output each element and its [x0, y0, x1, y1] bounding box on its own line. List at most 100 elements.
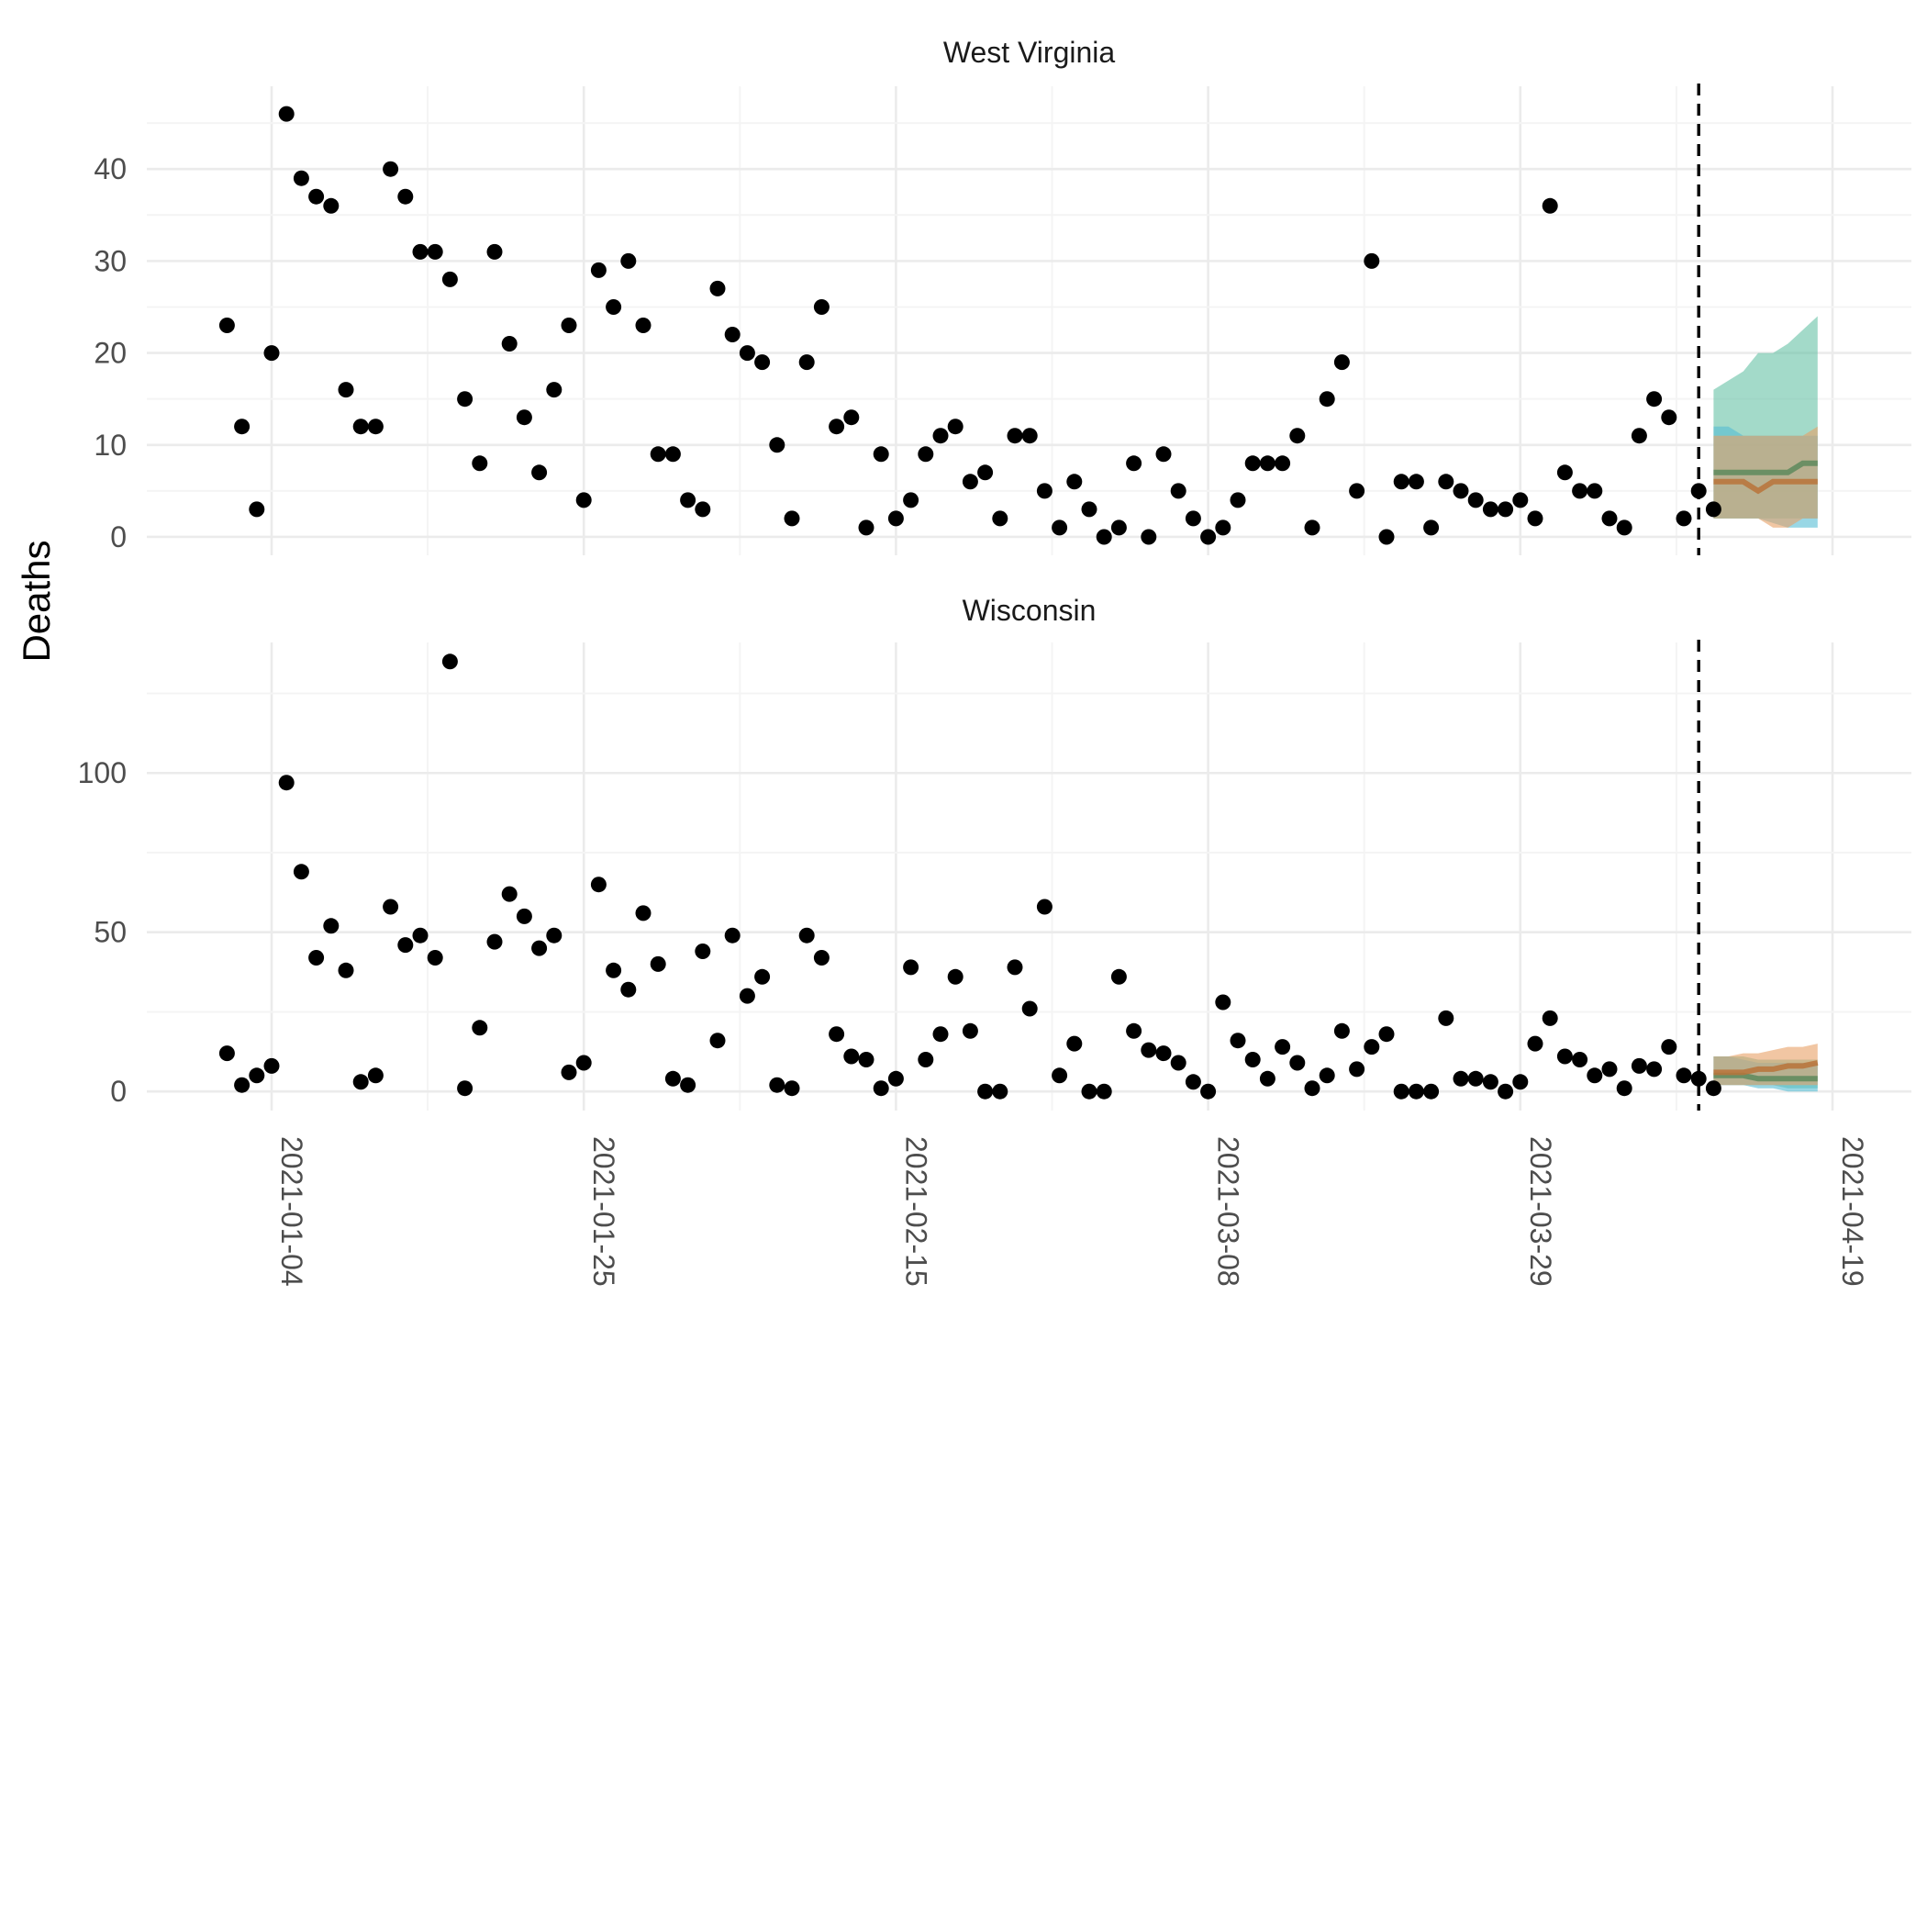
data-point: [531, 464, 548, 481]
data-point: [1556, 1048, 1573, 1065]
x-tick-label: 2021-04-19: [1836, 1136, 1869, 1287]
data-point: [516, 409, 532, 426]
data-point: [1676, 1067, 1692, 1084]
data-point: [606, 299, 622, 315]
data-point: [308, 950, 325, 966]
data-point: [1244, 1052, 1261, 1067]
data-point: [412, 243, 429, 260]
data-point: [1185, 1074, 1201, 1090]
data-point: [1482, 1074, 1498, 1090]
data-point: [1141, 1042, 1157, 1058]
data-point: [1661, 1039, 1677, 1055]
data-point: [620, 981, 637, 998]
data-point: [1467, 1070, 1484, 1087]
data-point: [903, 492, 919, 508]
data-point: [769, 437, 785, 453]
data-point: [1661, 409, 1677, 426]
y-tick-label: 0: [110, 1075, 127, 1108]
data-point: [1170, 483, 1186, 499]
data-point: [1319, 391, 1335, 408]
data-point: [1126, 455, 1142, 472]
data-point: [992, 510, 1008, 527]
data-point: [695, 944, 711, 959]
forecast-median-line-0: [1713, 1072, 1818, 1082]
data-point: [561, 1064, 577, 1080]
data-point: [843, 1048, 860, 1065]
data-point: [249, 1067, 265, 1084]
data-point: [1096, 1083, 1112, 1100]
data-point: [531, 940, 548, 956]
data-point: [1646, 391, 1663, 408]
data-point: [813, 299, 830, 315]
data-point: [1631, 1057, 1647, 1074]
data-point: [1036, 899, 1053, 915]
data-point: [1646, 1061, 1663, 1078]
data-point: [1542, 1010, 1558, 1026]
data-point: [218, 1045, 235, 1062]
data-point: [1155, 1045, 1172, 1062]
data-point: [397, 937, 414, 954]
data-point: [1453, 1070, 1469, 1087]
data-point: [873, 446, 889, 463]
data-point: [1244, 455, 1261, 472]
data-point: [472, 1020, 488, 1036]
data-point: [620, 252, 637, 269]
data-point: [1333, 354, 1350, 371]
data-point: [932, 1026, 949, 1043]
data-point: [1556, 464, 1573, 481]
data-point: [695, 501, 711, 518]
data-point: [263, 1057, 280, 1074]
data-point: [1616, 519, 1632, 536]
data-point: [1393, 474, 1409, 490]
data-point: [278, 775, 295, 791]
data-point: [1007, 428, 1023, 444]
data-point: [1259, 1070, 1275, 1087]
data-point: [1601, 510, 1618, 527]
data-point: [293, 170, 309, 186]
data-point: [1482, 501, 1498, 518]
data-point: [1081, 501, 1097, 518]
data-point: [606, 962, 622, 978]
y-tick-label: 20: [94, 337, 127, 370]
data-point: [1498, 501, 1514, 518]
data-point: [516, 908, 532, 924]
data-point: [843, 409, 860, 426]
panel-0: West Virginia 0 10 20 30 40: [94, 36, 1911, 555]
data-point: [1215, 519, 1231, 536]
data-point: [1631, 428, 1647, 444]
data-point: [1275, 1039, 1291, 1055]
y-tick-label: 40: [94, 152, 127, 185]
data-point: [724, 327, 741, 342]
data-point: [932, 428, 949, 444]
data-point: [1423, 1083, 1440, 1100]
data-point: [1349, 483, 1365, 499]
data-point: [308, 188, 325, 205]
data-point: [486, 933, 503, 950]
data-point: [1110, 968, 1127, 985]
data-point: [1141, 529, 1157, 545]
data-point: [887, 510, 904, 527]
data-point: [561, 318, 577, 333]
panel-title: West Virginia: [943, 36, 1116, 69]
y-tick-label: 50: [94, 916, 127, 949]
data-point: [1378, 529, 1395, 545]
data-point: [739, 345, 755, 362]
y-tick-label: 0: [110, 520, 127, 553]
data-point: [1438, 1010, 1454, 1026]
data-point: [338, 962, 354, 978]
data-point: [1230, 492, 1246, 508]
x-tick-label: 2021-01-04: [275, 1136, 308, 1287]
y-tick-label: 30: [94, 244, 127, 277]
data-point: [441, 653, 458, 670]
data-point: [1021, 1000, 1038, 1017]
data-point: [1081, 1083, 1097, 1100]
data-point: [397, 188, 414, 205]
data-point: [1467, 492, 1484, 508]
data-point: [873, 1080, 889, 1097]
data-point: [650, 955, 666, 972]
data-point: [977, 464, 994, 481]
data-point: [1052, 519, 1068, 536]
data-point: [1542, 197, 1558, 214]
data-point: [427, 950, 443, 966]
data-point: [546, 382, 563, 398]
